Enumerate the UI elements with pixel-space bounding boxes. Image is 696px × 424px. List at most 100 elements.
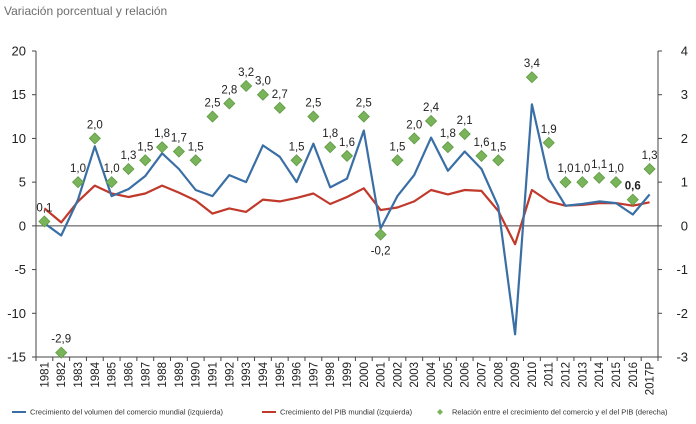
x-tick-label: 2010: [527, 362, 539, 388]
left-tick-label: 0: [19, 218, 26, 233]
ratio-marker-1983: [71, 176, 85, 189]
left-tick-label: -10: [7, 306, 26, 321]
ratio-label-1985: 1,0: [104, 163, 120, 175]
ratio-marker-1988: [156, 141, 169, 154]
ratio-marker-1997: [307, 110, 320, 123]
ratio-label-1995: 2,7: [272, 89, 288, 101]
ratio-marker-2013: [576, 176, 589, 189]
ratio-marker-1989: [172, 145, 185, 158]
x-tick-label: 1997: [308, 362, 320, 388]
x-tick-label: 2004: [426, 361, 438, 387]
x-tick-label: 1991: [208, 362, 220, 388]
ratio-marker-1992: [223, 97, 236, 110]
x-tick-label: 2016: [628, 362, 640, 388]
x-tick-label: 2017P: [645, 362, 657, 396]
ratio-label-1986: 1,3: [120, 150, 136, 162]
ratio-label-2003: 2,0: [406, 119, 422, 131]
ratio-marker-2004: [424, 114, 438, 128]
left-tick-label: 10: [12, 131, 26, 146]
ratio-label-2010: 3,4: [524, 58, 541, 70]
x-tick-label: 1982: [56, 362, 68, 388]
left-tick-label: 20: [12, 44, 26, 59]
left-tick-label: 15: [12, 87, 26, 102]
ratio-label-2012: 1,0: [558, 163, 574, 175]
trade-series: [43, 103, 651, 336]
ratio-marker-2011: [542, 136, 555, 149]
ratio-marker-2016: [626, 193, 639, 206]
ratio-marker-1991: [206, 110, 219, 123]
x-tick-label: 2006: [460, 362, 472, 388]
ratio-marker-2002: [391, 154, 404, 167]
x-tick-label: 1987: [140, 362, 152, 388]
legend-label-gdp: Crecimiento del PIB mundial (izquierda): [280, 408, 413, 417]
ratio-marker-2012: [559, 176, 572, 189]
ratio-marker-1995: [273, 101, 286, 114]
x-tick-label: 1985: [107, 362, 119, 388]
ratio-label-1984: 2,0: [87, 119, 103, 131]
ratio-label-2013: 1,0: [574, 163, 590, 175]
x-tick-label: 1993: [241, 362, 253, 388]
x-tick-label: 2011: [544, 362, 556, 387]
x-tick-label: 2005: [443, 362, 455, 388]
ratio-marker-2000: [357, 110, 370, 123]
ratio-label-1990: 1,5: [188, 141, 204, 153]
ratio-label-1988: 1,8: [154, 128, 170, 140]
ratio-marker-2005: [441, 141, 454, 154]
ratio-label-2004: 2,4: [423, 102, 440, 114]
ratio-marker-2014: [593, 171, 606, 184]
ratio-marker-1987: [139, 154, 152, 167]
x-tick-label: 1986: [123, 362, 135, 388]
ratio-label-1998: 1,8: [322, 128, 338, 140]
ratio-label-2015: 1,0: [608, 163, 624, 175]
legend-label-trade: Crecimiento del volumen del comercio mun…: [30, 408, 224, 417]
ratio-marker-2007: [475, 149, 488, 162]
ratio-label-2007: 1,6: [473, 137, 489, 149]
ratio-marker-1981: [38, 215, 51, 228]
ratio-label-2005: 1,8: [440, 128, 456, 140]
x-tick-label: 2007: [476, 362, 488, 388]
ratio-label-2016: 0,6: [625, 181, 641, 193]
right-tick-label: 2: [681, 131, 688, 146]
ratio-label-2011: 1,9: [541, 124, 557, 136]
chart-title: Variación porcentual y relación: [4, 4, 167, 18]
ratio-label-1994: 3,0: [255, 76, 271, 88]
ratio-label-1999: 1,6: [339, 137, 355, 149]
left-tick-label: -15: [7, 350, 26, 365]
ratio-label-1987: 1,5: [137, 141, 153, 153]
series-line-0: [43, 103, 651, 336]
x-tick-label: 2003: [409, 362, 421, 388]
x-tick-label: 1995: [275, 362, 287, 388]
ratio-marker-2010: [525, 71, 538, 84]
x-tick-label: 2015: [611, 362, 623, 388]
x-tick-label: 1984: [90, 361, 102, 387]
ratio-label-2002: 1,5: [389, 141, 405, 153]
x-tick-label: 2008: [493, 362, 505, 388]
ratio-marker-1985: [105, 176, 118, 189]
left-tick-label: -5: [14, 262, 26, 277]
ratio-label-1989: 1,7: [171, 133, 187, 145]
right-tick-label: 4: [681, 44, 688, 59]
ratio-marker-2017P: [643, 162, 656, 176]
ratio-marker-1994: [256, 88, 270, 101]
left-tick-label: 5: [19, 175, 26, 190]
ratio-marker-1982: [55, 346, 68, 359]
right-tick-label: 1: [681, 175, 688, 190]
x-tick-label: 1994: [258, 361, 270, 387]
x-tick-label: 1983: [73, 362, 85, 388]
ratio-marker-1990: [189, 154, 202, 167]
x-tick-label: 2002: [392, 362, 404, 388]
ratio-marker-1996: [290, 154, 303, 167]
ratio-marker-1998: [324, 141, 337, 154]
x-tick-label: 1981: [39, 362, 51, 388]
ratio-marker-2001: [374, 228, 387, 241]
ratio-marker-1984: [88, 132, 101, 145]
x-tick-label: 1992: [224, 362, 236, 388]
x-tick-label: 1999: [342, 362, 354, 388]
ratio-label-1982: -2,9: [51, 334, 71, 346]
right-tick-label: -3: [676, 350, 688, 365]
x-tick-label: 1988: [157, 362, 169, 388]
legend-swatch-ratio: [437, 409, 443, 415]
x-tick-label: 2001: [376, 362, 388, 388]
